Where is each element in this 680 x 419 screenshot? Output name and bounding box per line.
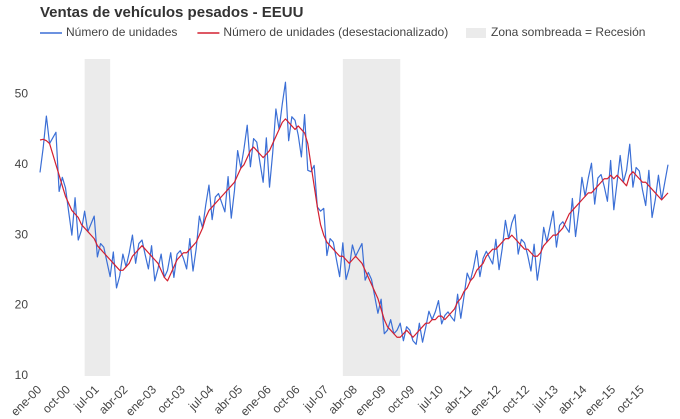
legend-label: Zona sombreada = Recesión <box>491 25 645 39</box>
x-tick-label: ene-06 <box>238 382 275 419</box>
legend-swatch <box>466 28 486 38</box>
data-line <box>39 118 669 338</box>
chart-title: Ventas de vehículos pesados - EEUU <box>40 4 303 21</box>
y-tick-label: 10 <box>15 368 29 382</box>
recession-band <box>84 59 111 376</box>
x-tick-label: ene-09 <box>352 382 389 419</box>
x-tick-label: oct-06 <box>269 382 303 416</box>
x-tick-label: oct-15 <box>613 382 647 416</box>
x-tick-label: oct-09 <box>384 382 418 416</box>
data-line <box>39 81 669 345</box>
legend-label: Número de unidades <box>66 25 177 39</box>
x-tick-label: ene-00 <box>8 382 45 419</box>
x-tick-label: oct-12 <box>499 382 533 416</box>
x-tick-label: oct-03 <box>154 382 188 416</box>
x-tick-label: ene-03 <box>123 382 160 419</box>
y-tick-label: 40 <box>15 157 29 171</box>
x-tick-label: ene-15 <box>582 382 619 419</box>
y-tick-label: 20 <box>15 298 29 312</box>
legend-label: Número de unidades (desestacionalizado) <box>223 25 448 39</box>
x-tick-label: jul-10 <box>415 382 447 414</box>
y-tick-label: 50 <box>15 86 29 100</box>
y-tick-label: 30 <box>15 227 29 241</box>
x-tick-label: ene-12 <box>467 382 504 419</box>
x-tick-label: oct-00 <box>40 382 74 416</box>
recession-band <box>342 59 401 376</box>
